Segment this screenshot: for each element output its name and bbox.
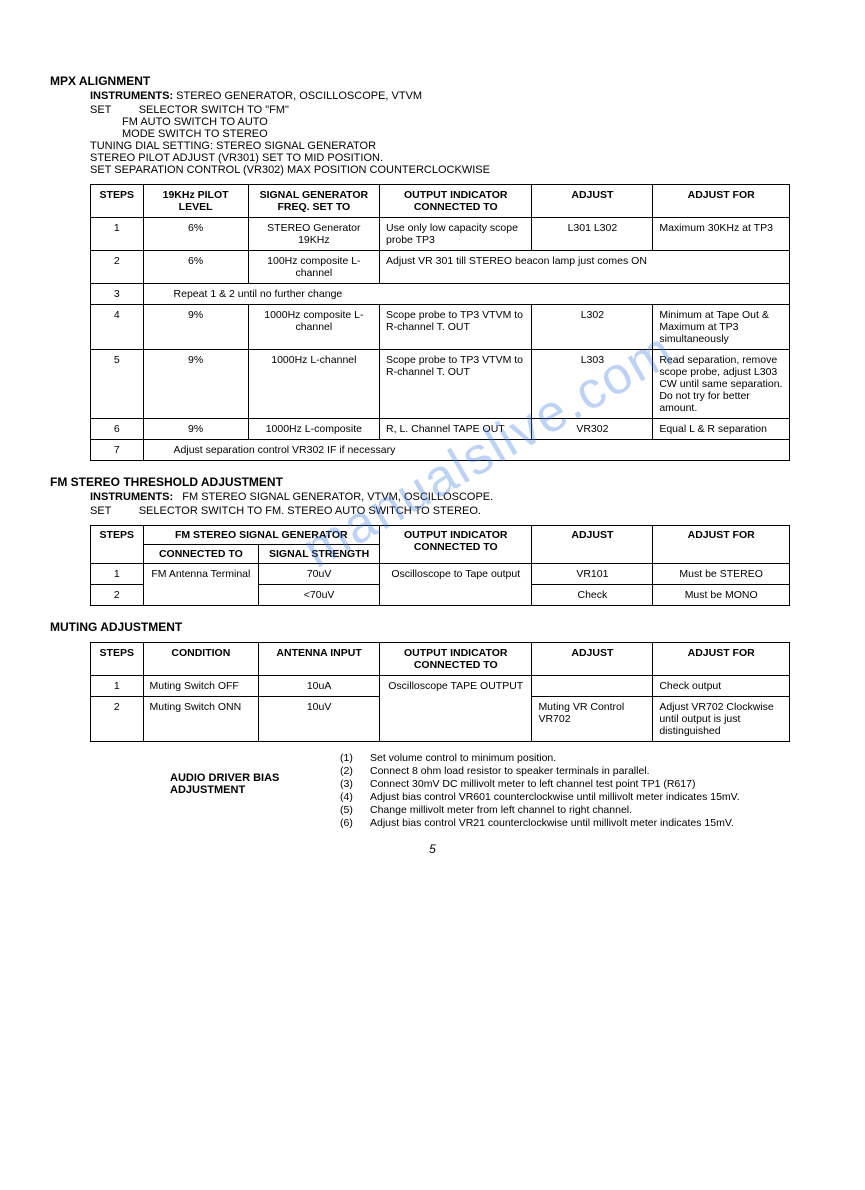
mpx-instruments: INSTRUMENTS: STEREO GENERATOR, OSCILLOSC… [90, 90, 815, 102]
bias-title: AUDIO DRIVER BIAS ADJUSTMENT [170, 752, 340, 830]
threshold-instruments: INSTRUMENTS: FM STEREO SIGNAL GENERATOR,… [90, 491, 815, 503]
threshold-title: FM STEREO THRESHOLD ADJUSTMENT [50, 475, 815, 489]
set-line-0: SELECTOR SWITCH TO "FM" [139, 104, 289, 116]
set-label: SET [90, 505, 111, 517]
bias-section: AUDIO DRIVER BIAS ADJUSTMENT (1)Set volu… [170, 752, 815, 830]
instruments-text: FM STEREO SIGNAL GENERATOR, VTVM, OSCILL… [182, 491, 493, 503]
threshold-table: STEPS FM STEREO SIGNAL GENERATOR OUTPUT … [90, 525, 790, 606]
instruments-text: STEREO GENERATOR, OSCILLOSCOPE, VTVM [176, 90, 422, 102]
mpx-title: MPX ALIGNMENT [50, 74, 815, 88]
muting-title: MUTING ADJUSTMENT [50, 620, 815, 634]
instruments-label: INSTRUMENTS: [90, 491, 173, 503]
mpx-extra-1: STEREO PILOT ADJUST (VR301) SET TO MID P… [90, 152, 815, 164]
mpx-extra-2: SET SEPARATION CONTROL (VR302) MAX POSIT… [90, 164, 815, 176]
set-line: SELECTOR SWITCH TO FM. STEREO AUTO SWITC… [139, 505, 481, 517]
set-label: SET [90, 104, 111, 116]
set-line-1: FM AUTO SWITCH TO AUTO [122, 116, 815, 128]
mpx-table: STEPS19KHz PILOT LEVELSIGNAL GENERATOR F… [90, 184, 790, 461]
set-line-2: MODE SWITCH TO STEREO [122, 128, 815, 140]
page-number: 5 [50, 842, 815, 856]
bias-list: (1)Set volume control to minimum positio… [340, 752, 740, 830]
threshold-set: SET SELECTOR SWITCH TO FM. STEREO AUTO S… [90, 505, 815, 517]
muting-table: STEPSCONDITIONANTENNA INPUTOUTPUT INDICA… [90, 642, 790, 742]
instruments-label: INSTRUMENTS: [90, 90, 173, 102]
mpx-set: SET SELECTOR SWITCH TO "FM" [90, 104, 815, 116]
mpx-extra-0: TUNING DIAL SETTING: STEREO SIGNAL GENER… [90, 140, 815, 152]
